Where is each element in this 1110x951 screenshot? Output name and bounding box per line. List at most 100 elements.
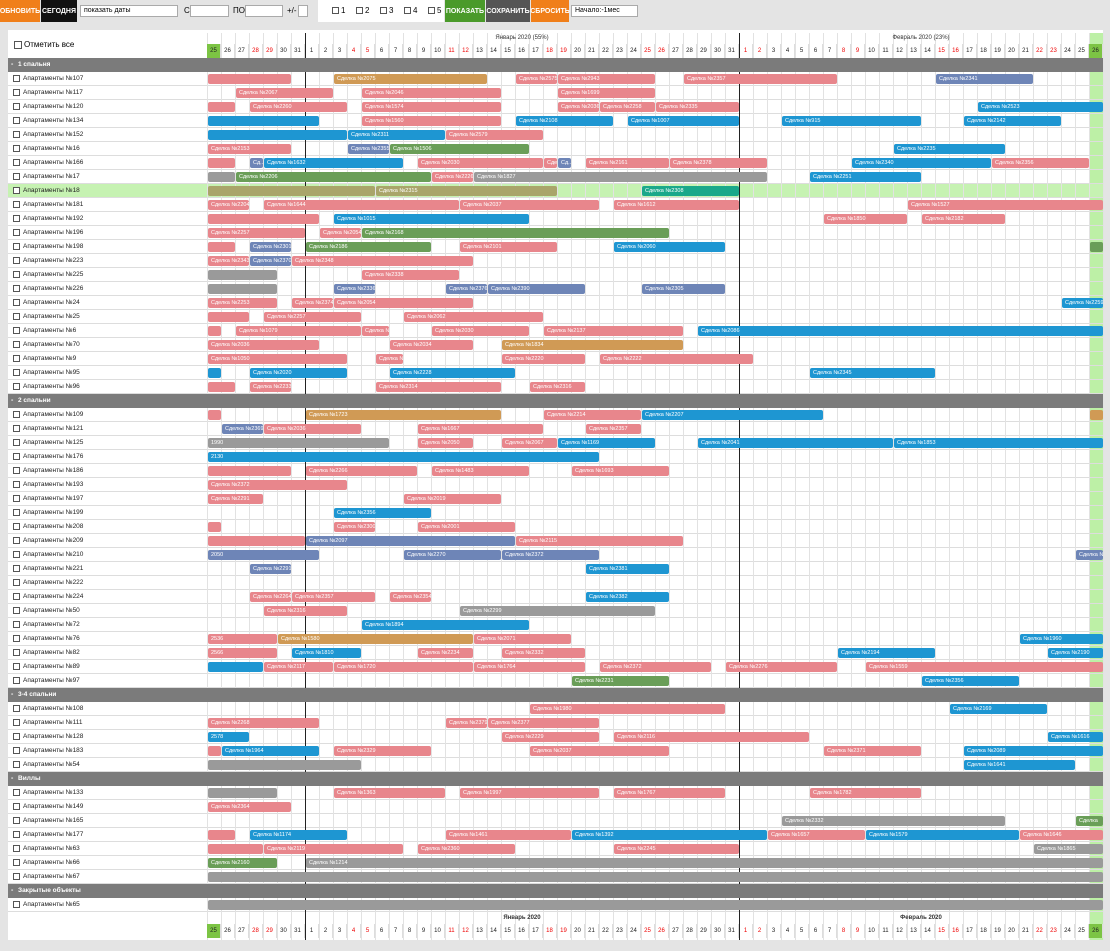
- row-name[interactable]: Апартаменты №108: [23, 705, 84, 712]
- booking-bar[interactable]: Сделка №2037: [460, 200, 599, 210]
- booking-bar[interactable]: Сделка №2315: [376, 186, 557, 196]
- booking-bar[interactable]: Сд..: [558, 158, 571, 168]
- row-check[interactable]: [13, 411, 20, 418]
- booking-bar[interactable]: Сделка №2182: [922, 214, 1005, 224]
- booking-bar[interactable]: Сделка №1574: [362, 102, 501, 112]
- booking-bar[interactable]: Сделка №1559: [866, 662, 1103, 672]
- booking-bar[interactable]: Сделка №2229: [502, 732, 599, 742]
- booking-bar[interactable]: Сделка №1646: [1020, 830, 1103, 840]
- booking-bar[interactable]: [208, 410, 221, 420]
- booking-bar[interactable]: Сделка №2350: [376, 354, 403, 364]
- booking-bar[interactable]: Сделка №2371: [824, 746, 921, 756]
- booking-bar[interactable]: 1990: [208, 438, 389, 448]
- booking-bar[interactable]: Сделка №2374: [292, 298, 333, 308]
- row-name[interactable]: Апартаменты №50: [23, 607, 80, 614]
- booking-bar[interactable]: Сделка №1657: [768, 830, 865, 840]
- booking-bar[interactable]: Сделка №2226: [432, 172, 473, 182]
- booking-bar[interactable]: Сделка №2169: [950, 704, 1047, 714]
- booking-bar[interactable]: Сделка №2137: [544, 326, 683, 336]
- row-check[interactable]: [13, 439, 20, 446]
- booking-bar[interactable]: Сделка №1644: [264, 200, 459, 210]
- booking-bar[interactable]: Сделка №1997: [460, 788, 599, 798]
- row-name[interactable]: Апартаменты №72: [23, 621, 80, 628]
- booking-bar[interactable]: Сделка №1850: [824, 214, 907, 224]
- row-name[interactable]: Апартаменты №96: [23, 383, 80, 390]
- booking-bar[interactable]: [208, 900, 1103, 910]
- booking-bar[interactable]: Сделка №2116: [614, 732, 809, 742]
- booking-bar[interactable]: Сделка №1764: [474, 662, 585, 672]
- booking-bar[interactable]: Сделка №2234: [418, 648, 473, 658]
- check-box[interactable]: [404, 7, 411, 14]
- row-name[interactable]: Апартаменты №82: [23, 649, 80, 656]
- booking-bar[interactable]: Сделка №1560: [362, 116, 501, 126]
- booking-bar[interactable]: [208, 746, 221, 756]
- row-check[interactable]: [13, 495, 20, 502]
- booking-bar[interactable]: Сделка №1050: [208, 354, 347, 364]
- booking-bar[interactable]: Сделка №2308: [642, 186, 739, 196]
- row-name[interactable]: Апартаменты №76: [23, 635, 80, 642]
- booking-bar[interactable]: Сделка №2357: [586, 424, 641, 434]
- row-name[interactable]: Апартаменты №183: [23, 747, 84, 754]
- booking-bar[interactable]: Сделка №2390: [488, 284, 585, 294]
- row-check[interactable]: [13, 859, 20, 866]
- row-check[interactable]: [13, 803, 20, 810]
- booking-bar[interactable]: Сделка №2356: [992, 158, 1089, 168]
- row-check[interactable]: [13, 117, 20, 124]
- row-name[interactable]: Апартаменты №70: [23, 341, 80, 348]
- booking-bar[interactable]: Сделка №1827: [474, 172, 767, 182]
- booking-bar[interactable]: Сделка №2270: [404, 550, 501, 560]
- row-name[interactable]: Апартаменты №224: [23, 593, 84, 600]
- booking-bar[interactable]: Сделка №2089: [964, 746, 1103, 756]
- row-name[interactable]: Апартаменты №222: [23, 579, 84, 586]
- booking-bar[interactable]: Сделка №2266: [306, 466, 417, 476]
- booking-bar[interactable]: Сделка №2291: [208, 494, 263, 504]
- row-name[interactable]: Апартаменты №125: [23, 439, 84, 446]
- booking-bar[interactable]: Сделка №2235: [894, 144, 1005, 154]
- booking-bar[interactable]: [208, 214, 319, 224]
- booking-bar[interactable]: Сделка №2050: [418, 438, 473, 448]
- row-name[interactable]: Апартаменты №177: [23, 831, 84, 838]
- booking-bar[interactable]: Сделка №2034: [390, 340, 473, 350]
- booking-bar[interactable]: Сделка №2299: [460, 606, 655, 616]
- booking-bar[interactable]: Сделка №1782: [810, 788, 921, 798]
- booking-bar[interactable]: Сделка №2360: [418, 844, 515, 854]
- row-name[interactable]: Апартаменты №165: [23, 817, 84, 824]
- booking-bar[interactable]: Сделка №2036: [558, 102, 599, 112]
- booking-bar[interactable]: Сделка №2030: [432, 326, 529, 336]
- row-check[interactable]: [13, 817, 20, 824]
- booking-bar[interactable]: Сделка №2372: [208, 480, 347, 490]
- booking-bar[interactable]: Сделка №2579: [446, 130, 543, 140]
- booking-bar[interactable]: Сделка №1392: [572, 830, 767, 840]
- row-name[interactable]: Апартаменты №63: [23, 845, 80, 852]
- row-name[interactable]: Апартаменты №67: [23, 873, 80, 880]
- row-name[interactable]: Апартаменты №197: [23, 495, 84, 502]
- row-check[interactable]: [13, 831, 20, 838]
- booking-bar[interactable]: Сделка №2161: [586, 158, 669, 168]
- booking-bar[interactable]: Сделка №2335: [656, 102, 739, 112]
- booking-bar[interactable]: Сделка №1174: [250, 830, 347, 840]
- booking-bar[interactable]: Сделка №2372: [502, 550, 599, 560]
- booking-bar[interactable]: Сделка №2030: [418, 158, 543, 168]
- row-check[interactable]: [13, 789, 20, 796]
- booking-bar[interactable]: Сделка №2101: [460, 242, 557, 252]
- booking-bar[interactable]: Сделка №1960: [1020, 634, 1103, 644]
- row-check[interactable]: [13, 453, 20, 460]
- booking-bar[interactable]: Сделка №2258: [600, 102, 655, 112]
- booking-bar[interactable]: Сделка №2019: [404, 494, 501, 504]
- booking-bar[interactable]: Сделка №1693: [572, 466, 669, 476]
- booking-bar[interactable]: Сделка №2314: [376, 382, 501, 392]
- row-check[interactable]: [13, 747, 20, 754]
- booking-bar[interactable]: Сделка №2356: [334, 508, 431, 518]
- booking-bar[interactable]: Сделка №2153: [208, 144, 291, 154]
- row-check[interactable]: [13, 271, 20, 278]
- booking-bar[interactable]: Сделка №1980: [530, 704, 725, 714]
- booking-bar[interactable]: Сделка №2041: [698, 438, 893, 448]
- booking-bar[interactable]: [208, 844, 263, 854]
- row-check[interactable]: [13, 89, 20, 96]
- booking-bar[interactable]: Сделка №2377: [488, 718, 599, 728]
- row-check[interactable]: [13, 313, 20, 320]
- row-name[interactable]: Апартаменты №120: [23, 103, 84, 110]
- booking-bar[interactable]: Сделка №2355: [348, 144, 389, 154]
- booking-bar[interactable]: Сделка №2369: [222, 424, 263, 434]
- booking-bar[interactable]: Сделка №2336: [334, 284, 375, 294]
